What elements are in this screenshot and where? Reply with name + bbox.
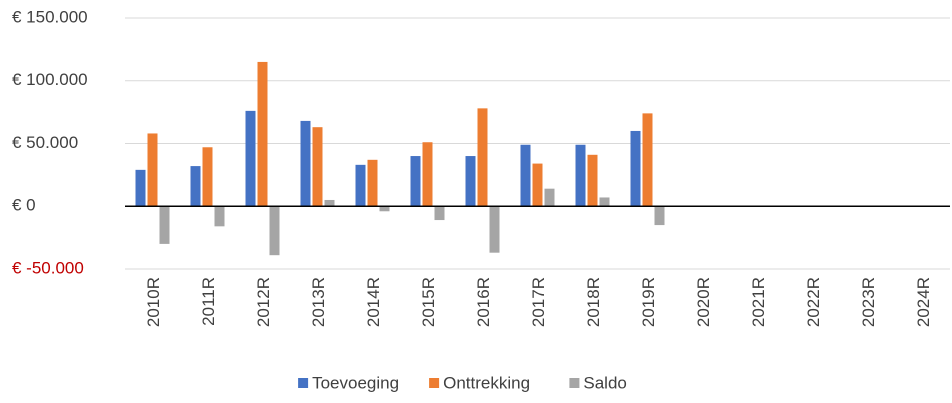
bar	[544, 188, 555, 207]
x-tick-label: 2012R	[254, 277, 273, 327]
bar	[587, 154, 598, 207]
x-tick-label: 2021R	[749, 277, 768, 327]
bar	[245, 110, 256, 207]
legend-swatch	[429, 378, 440, 388]
bar	[477, 108, 488, 207]
bar	[312, 127, 323, 207]
bar	[642, 113, 653, 207]
x-tick-label: 2017R	[529, 277, 548, 327]
x-tick-label: 2022R	[804, 277, 823, 327]
x-tick-label: 2011R	[199, 277, 218, 326]
bar	[599, 197, 610, 207]
bar	[489, 206, 500, 253]
bar	[269, 206, 280, 256]
bar	[159, 206, 170, 244]
bar	[575, 144, 586, 207]
bar	[654, 206, 665, 226]
y-tick-label: € 150.000	[12, 7, 88, 26]
bar	[214, 206, 225, 227]
legend-label: Toevoeging	[312, 373, 399, 392]
bar	[367, 159, 378, 207]
x-tick-label: 2023R	[859, 277, 878, 327]
bar	[257, 61, 268, 207]
y-tick-label: € 0	[12, 196, 36, 215]
bar	[190, 166, 201, 207]
y-tick-label: € 100.000	[12, 70, 88, 89]
bar	[520, 144, 531, 207]
bar	[202, 147, 213, 207]
bar	[324, 199, 335, 207]
y-tick-label: € 50.000	[12, 133, 78, 152]
bar	[355, 164, 366, 207]
bar	[465, 156, 476, 207]
bar	[410, 156, 421, 207]
x-tick-label: 2024R	[914, 277, 933, 327]
x-tick-label: 2016R	[474, 277, 493, 327]
x-tick-label: 2013R	[309, 277, 328, 327]
legend-label: Saldo	[583, 373, 626, 392]
bar	[630, 130, 641, 207]
y-tick-label: € -50.000	[12, 258, 84, 277]
legend-label: Onttrekking	[443, 373, 530, 392]
bar	[135, 169, 146, 207]
bar	[147, 133, 158, 207]
legend-swatch	[569, 378, 580, 388]
bar	[300, 120, 311, 207]
bar	[422, 142, 433, 207]
x-tick-label: 2014R	[364, 277, 383, 327]
x-tick-label: 2018R	[584, 277, 603, 327]
x-tick-label: 2015R	[419, 277, 438, 327]
x-tick-label: 2010R	[144, 277, 163, 327]
x-tick-label: 2019R	[639, 277, 658, 327]
bar	[379, 206, 390, 212]
bar	[532, 163, 543, 207]
bar	[434, 206, 445, 221]
legend-swatch	[298, 378, 309, 388]
x-tick-label: 2020R	[694, 277, 713, 327]
